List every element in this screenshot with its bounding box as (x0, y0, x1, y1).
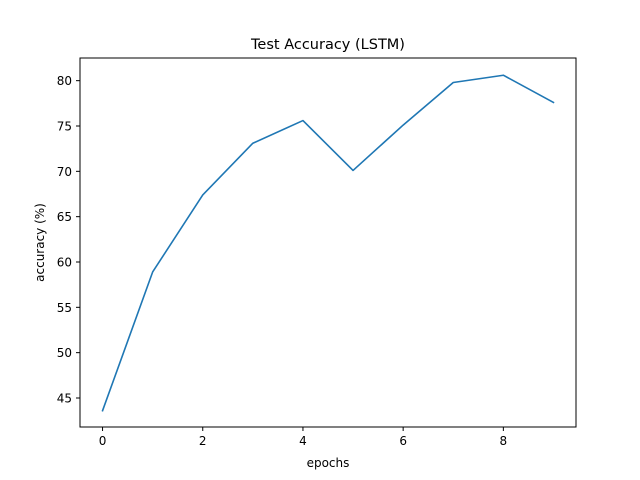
y-tick-label: 60 (57, 255, 72, 269)
axes-frame (79, 57, 577, 428)
chart-title: Test Accuracy (LSTM) (250, 37, 405, 53)
y-tick-label: 65 (57, 210, 72, 224)
y-tick-label: 50 (57, 346, 72, 360)
x-tick-label: 4 (299, 434, 307, 448)
y-tick-label: 55 (57, 301, 72, 315)
y-tick-label: 75 (57, 119, 72, 133)
y-tick-label: 80 (57, 74, 72, 88)
y-tick-label: 70 (57, 165, 72, 179)
series-line (101, 74, 555, 412)
x-tick-label: 2 (199, 434, 207, 448)
plot-area: 0 2 4 6 8 45 50 55 60 65 70 75 80 (57, 74, 555, 448)
y-tick-label: 45 (57, 391, 72, 405)
y-axis-label: accuracy (%) (33, 203, 47, 282)
x-tick-label: 0 (99, 434, 107, 448)
x-tick-label: 6 (399, 434, 407, 448)
x-axis-label: epochs (307, 456, 350, 470)
x-tick-label: 8 (500, 434, 508, 448)
